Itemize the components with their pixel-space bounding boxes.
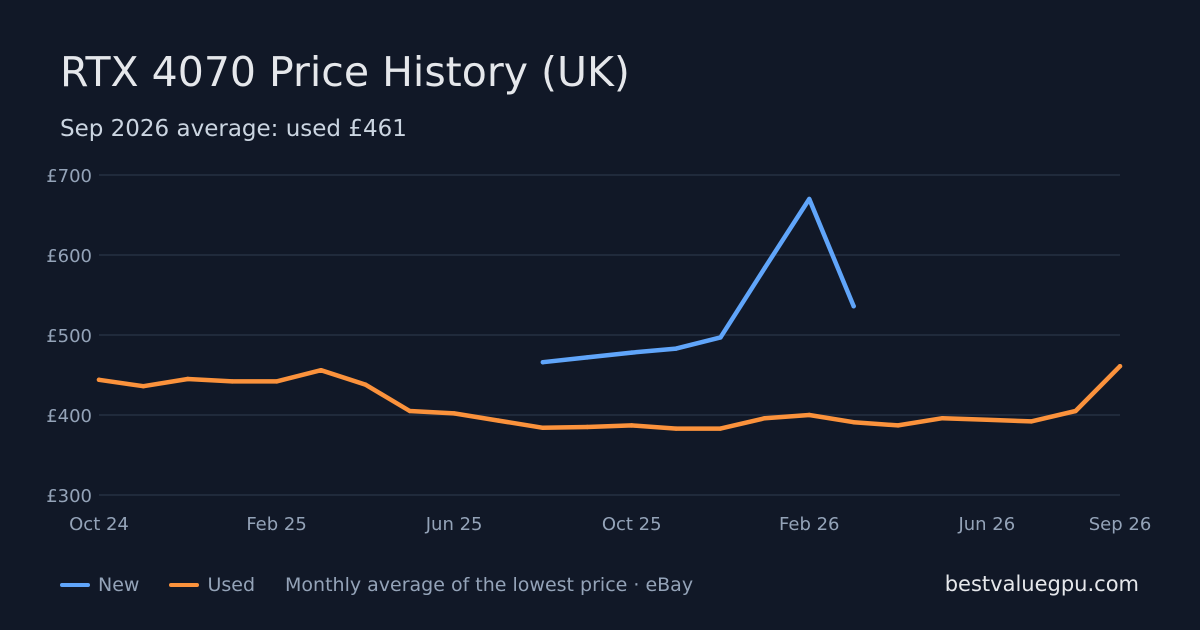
point-used-nov-24 — [141, 384, 146, 389]
point-used-aug-25 — [540, 425, 546, 430]
point-used-jan-25 — [229, 379, 235, 384]
x-tick-label-feb-26: Feb 26 — [779, 514, 840, 535]
y-axis-ticks: £300 £400 £500 £600 £700 — [46, 166, 92, 507]
grid-lines — [99, 174, 1120, 496]
legend-item-used: Used — [169, 574, 255, 596]
series-line-used — [96, 363, 1123, 431]
legend-swatch-new — [60, 583, 90, 587]
series-lines — [96, 196, 1123, 431]
x-tick-label-sep-26: Sep 26 — [1089, 514, 1152, 535]
point-new-nov-25 — [673, 346, 679, 351]
y-tick-label-500: £500 — [46, 326, 92, 347]
point-used-feb-26 — [807, 412, 812, 418]
point-new-feb-26 — [807, 196, 812, 202]
legend-item-new: New — [60, 574, 139, 596]
y-tick-label-400: £400 — [46, 406, 92, 427]
point-used-oct-25 — [629, 423, 634, 428]
point-used-feb-25 — [274, 379, 279, 384]
point-used-jan-26 — [762, 416, 768, 421]
y-tick-label-600: £600 — [46, 246, 92, 267]
point-new-sep-25 — [585, 355, 590, 360]
point-used-dec-25 — [718, 426, 723, 431]
x-tick-label-jun-25: Jun 25 — [425, 514, 483, 535]
point-used-may-25 — [407, 408, 412, 414]
point-used-jul-26 — [1029, 419, 1034, 424]
point-used-apr-26 — [895, 423, 901, 428]
point-used-may-26 — [940, 416, 945, 421]
point-used-sep-25 — [585, 424, 590, 430]
legend: New Used Monthly average of the lowest p… — [60, 574, 693, 596]
point-new-dec-25 — [718, 335, 723, 340]
point-used-sep-26 — [1117, 364, 1123, 369]
point-new-jan-26 — [762, 265, 768, 270]
x-tick-label-oct-25: Oct 25 — [602, 514, 662, 535]
x-tick-label-oct-24: Oct 24 — [69, 514, 129, 535]
point-used-mar-26 — [851, 420, 856, 425]
point-used-jul-25 — [496, 418, 501, 423]
point-used-oct-24 — [96, 377, 102, 382]
legend-swatch-used — [169, 583, 200, 587]
point-used-jun-25 — [451, 411, 457, 416]
y-tick-label-300: £300 — [46, 486, 92, 507]
point-new-oct-25 — [629, 350, 634, 355]
point-new-mar-26 — [851, 304, 856, 309]
legend-note: Monthly average of the lowest price · eB… — [285, 574, 694, 596]
point-used-apr-25 — [363, 382, 368, 387]
point-new-aug-25 — [540, 360, 546, 365]
legend-label-new: New — [98, 574, 140, 596]
brand-text: bestvaluegpu.com — [944, 572, 1139, 596]
x-tick-label-feb-25: Feb 25 — [246, 514, 307, 535]
point-used-nov-25 — [673, 426, 679, 431]
chart-title: RTX 4070 Price History (UK) — [60, 48, 630, 96]
y-tick-label-700: £700 — [46, 166, 92, 187]
point-used-aug-26 — [1073, 408, 1078, 414]
point-used-dec-24 — [185, 376, 190, 382]
x-tick-label-jun-26: Jun 26 — [957, 514, 1015, 535]
point-used-jun-26 — [984, 417, 990, 422]
x-axis-ticks: Oct 24 Feb 25 Jun 25 Oct 25 Feb 26 Jun 26 Sep … — [69, 514, 1151, 535]
chart-subtitle: Sep 2026 average: used £461 — [60, 116, 407, 142]
series-line-new — [540, 196, 856, 365]
legend-label-used: Used — [207, 574, 256, 596]
point-used-mar-25 — [318, 368, 324, 373]
